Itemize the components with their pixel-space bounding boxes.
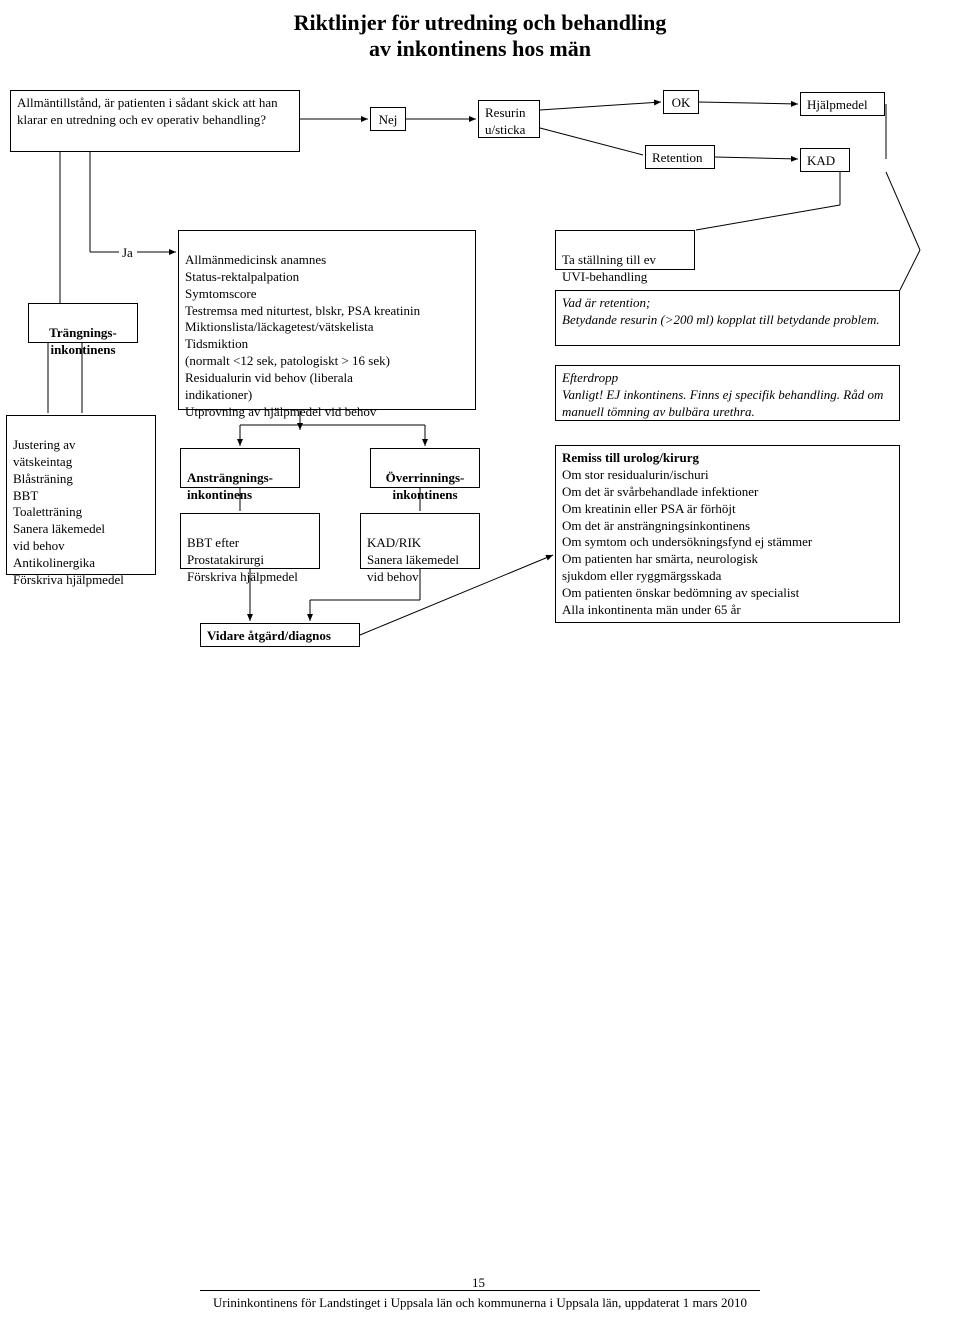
box-remiss: Remiss till urolog/kirurg Om stor residu… (555, 445, 900, 623)
remiss-head: Remiss till urolog/kirurg (562, 450, 699, 465)
remiss-body: Om stor residualurin/ischuri Om det är s… (562, 467, 812, 617)
box-ok: OK (663, 90, 699, 114)
footer-span: Urininkontinens för Landstinget i Uppsal… (213, 1295, 747, 1310)
nej-text: Nej (379, 112, 398, 127)
trangnings-text: Trängnings- inkontinens (49, 325, 117, 357)
anamnes-text: Allmänmedicinsk anamnes Status-rektalpal… (185, 252, 420, 419)
resurin-text: Resurin u/sticka (485, 105, 525, 137)
box-anstrangnings: Ansträngnings- inkontinens (180, 448, 300, 488)
efter1: Efterdropp (562, 370, 618, 385)
box-hjalpmedel: Hjälpmedel (800, 92, 885, 116)
anstrangnings-text: Ansträngnings- inkontinens (187, 470, 273, 502)
box-kad: KAD (800, 148, 850, 172)
ja-text: Ja (122, 245, 133, 260)
title-line1: Riktlinjer för utredning och behandling (294, 10, 667, 35)
page-title: Riktlinjer för utredning och behandling … (0, 10, 960, 62)
footer-line (200, 1290, 760, 1291)
box-anamnes: Allmänmedicinsk anamnes Status-rektalpal… (178, 230, 476, 410)
page-number-text: 15 (472, 1275, 485, 1290)
box-uvi: Ta ställning till ev UVI-behandling (555, 230, 695, 270)
box-nej: Nej (370, 107, 406, 131)
overrinnings-text: Överrinnings- inkontinens (386, 470, 465, 502)
vad2: Betydande resurin (>200 ml) kopplat till… (562, 312, 880, 327)
vidare-text: Vidare åtgärd/diagnos (207, 628, 331, 643)
box-justering: Justering av vätskeintag Blåsträning BBT… (6, 415, 156, 575)
bbt-text: BBT efter Prostatakirurgi Förskriva hjäl… (187, 535, 298, 584)
footer-text: Urininkontinens för Landstinget i Uppsal… (0, 1295, 960, 1311)
justering-text: Justering av vätskeintag Blåsträning BBT… (13, 437, 124, 587)
ok-text: OK (672, 95, 691, 110)
efter2: Vanligt! EJ inkontinens. Finns ej specif… (562, 387, 883, 419)
box-efterdropp: Efterdropp Vanligt! EJ inkontinens. Finn… (555, 365, 900, 421)
arrows-overlay (0, 0, 960, 1335)
box-kadrik: KAD/RIK Sanera läkemedel vid behov (360, 513, 480, 569)
vad1: Vad är retention; (562, 295, 650, 310)
box-resurin: Resurin u/sticka (478, 100, 540, 138)
ja-label: Ja (122, 245, 133, 261)
box-vidare: Vidare åtgärd/diagnos (200, 623, 360, 647)
title-line2: av inkontinens hos män (369, 36, 591, 61)
box-allmantillstand: Allmäntillstånd, är patienten i sådant s… (10, 90, 300, 152)
box-vad: Vad är retention; Betydande resurin (>20… (555, 290, 900, 346)
hjalpmedel-text: Hjälpmedel (807, 97, 868, 112)
page-number: 15 (472, 1275, 485, 1291)
uvi-text: Ta ställning till ev UVI-behandling (562, 252, 656, 284)
kad-text: KAD (807, 153, 835, 168)
box-trangnings: Trängnings- inkontinens (28, 303, 138, 343)
kadrik-text: KAD/RIK Sanera läkemedel vid behov (367, 535, 459, 584)
box-overrinnings: Överrinnings- inkontinens (370, 448, 480, 488)
allmantillstand-text: Allmäntillstånd, är patienten i sådant s… (17, 95, 278, 127)
box-retention: Retention (645, 145, 715, 169)
box-bbt: BBT efter Prostatakirurgi Förskriva hjäl… (180, 513, 320, 569)
retention-text: Retention (652, 150, 703, 165)
